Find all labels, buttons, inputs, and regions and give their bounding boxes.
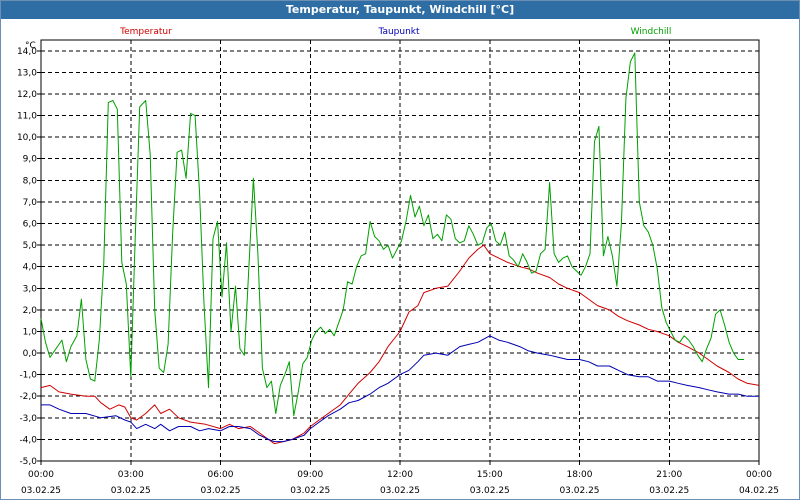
x-tick-time-label: 06:00 — [208, 470, 234, 480]
x-tick-date-label: 03.02.25 — [380, 486, 420, 496]
x-tick-time-label: 15:00 — [477, 470, 503, 480]
plot-border — [40, 39, 760, 462]
series-line-taupunkt — [41, 335, 759, 443]
y-tick-label: 13,0 — [17, 68, 37, 78]
y-tick-label: 9,0 — [23, 155, 38, 165]
y-tick-label: -4,0 — [19, 435, 37, 445]
y-tick-label: 10,0 — [17, 133, 37, 143]
x-tick-date-label: 03.02.25 — [559, 486, 599, 496]
x-tick-date-label: 04.02.25 — [739, 486, 779, 496]
tick-labels: 14,0 13,0 12,0 11,0 10,0 9,0 8,0 7,0 6,0 5,0 4,0 3,… — [17, 41, 779, 496]
legend-item-temperatur: Temperatur — [119, 27, 172, 37]
y-tick-label: 2,0 — [23, 306, 38, 316]
series-group — [40, 52, 760, 445]
y-tick-label: -5,0 — [19, 457, 37, 467]
x-tick-date-label: 03.02.25 — [290, 486, 330, 496]
x-tick-time-label: 03:00 — [118, 470, 144, 480]
series-line-windchill — [40, 52, 744, 417]
x-tick-date-label: 03.02.25 — [21, 486, 61, 496]
x-tick-date-label: 03.02.25 — [200, 486, 240, 496]
y-tick-label: -2,0 — [19, 392, 37, 402]
x-tick-date-label: 03.02.25 — [470, 486, 510, 496]
x-tick-time-label: 09:00 — [297, 470, 323, 480]
y-tick-label: 3,0 — [23, 284, 38, 294]
x-tick-time-label: 21:00 — [656, 470, 682, 480]
legend: Temperatur Taupunkt Windchill — [119, 27, 671, 37]
x-tick-date-label: 03.02.25 — [111, 486, 151, 496]
y-tick-label: 6,0 — [23, 220, 38, 230]
y-axis-unit-label: °C — [25, 41, 36, 51]
legend-item-taupunkt: Taupunkt — [377, 27, 420, 37]
x-tick-time-label: 12:00 — [387, 470, 413, 480]
series-line-temperatur — [40, 244, 760, 445]
x-tick-time-label: 00:00 — [28, 470, 54, 480]
y-tick-label: 8,0 — [23, 176, 38, 186]
x-tick-date-label: 03.02.25 — [649, 486, 689, 496]
x-tick-time-label: 00:00 — [746, 470, 772, 480]
y-tick-label: 12,0 — [17, 90, 37, 100]
y-tick-label: -3,0 — [19, 414, 37, 424]
y-tick-label: 0,0 — [23, 349, 38, 359]
grid-lines — [41, 40, 759, 461]
y-tick-label: -1,0 — [19, 371, 37, 381]
y-tick-label: 14,0 — [17, 47, 37, 57]
axes — [37, 39, 760, 465]
y-tick-label: 7,0 — [23, 198, 38, 208]
y-tick-label: 5,0 — [23, 241, 38, 251]
x-tick-time-label: 18:00 — [567, 470, 593, 480]
y-tick-label: 11,0 — [17, 112, 37, 122]
y-tick-label: 1,0 — [23, 327, 38, 337]
window-title: Temperatur, Taupunkt, Windchill [°C] — [1, 1, 799, 19]
y-tick-label: 4,0 — [23, 263, 38, 273]
legend-item-windchill: Windchill — [631, 27, 672, 37]
